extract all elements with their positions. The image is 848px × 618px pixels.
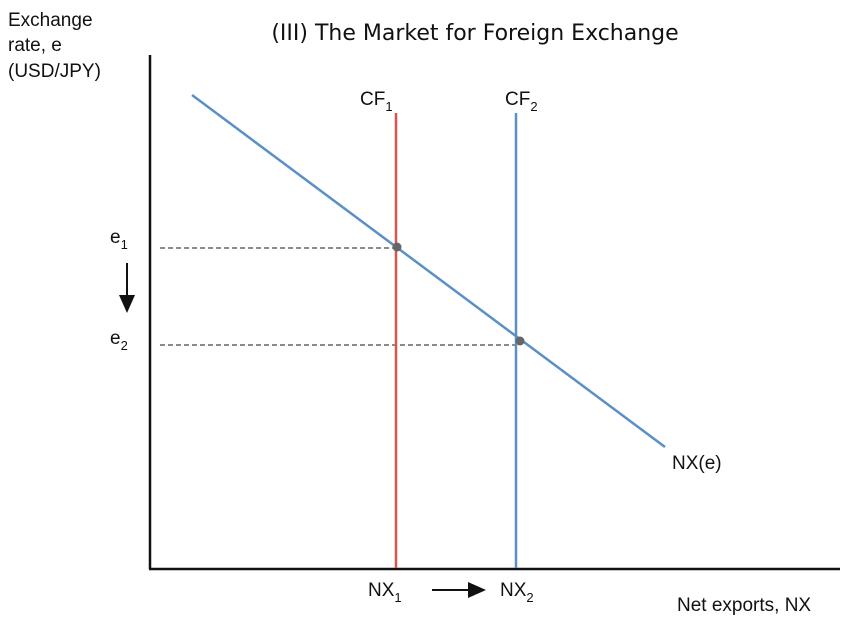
label-part: CF [360,89,385,110]
label-part: 1 [385,99,392,114]
y-axis-label: rate, e [8,35,62,56]
nx-curve [191,93,666,449]
equilibrium-point [392,242,402,252]
equilibrium-point [515,336,525,346]
curve-label: CF2 [505,89,538,114]
title: (III) The Market for Foreign Exchange [271,21,678,46]
label-part: 1 [394,590,401,605]
label-part: NX [368,580,395,601]
y-axis-label: (USD/JPY) [8,61,101,82]
x-axis-label: Net exports, NX [677,595,811,616]
label-part: 2 [526,590,533,605]
curve-label: NX(e) [672,453,722,474]
label-part: 2 [530,99,537,114]
label-part: CF [505,89,530,110]
quantity-label: NX2 [500,580,534,605]
label-part: e [110,328,121,349]
label-part: NX [500,580,527,601]
price-label: e1 [110,227,128,252]
curve-label: CF1 [360,89,393,114]
price-label: e2 [110,328,128,353]
y-axis-label: Exchange [8,10,93,31]
label-part: 1 [121,237,128,252]
quantity-label: NX1 [368,580,402,605]
label-part: e [110,227,121,248]
label-part: 2 [121,338,128,353]
